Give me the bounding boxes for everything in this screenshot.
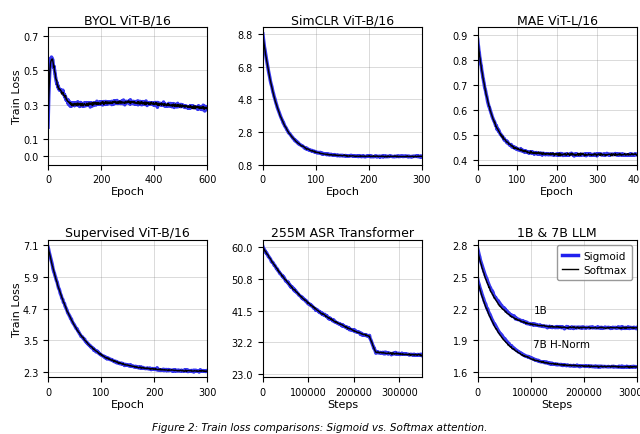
Title: 1B & 7B LLM: 1B & 7B LLM [517,227,597,240]
X-axis label: Epoch: Epoch [111,186,145,196]
Title: SimCLR ViT-B/16: SimCLR ViT-B/16 [291,14,394,27]
Text: 1B: 1B [533,305,547,315]
Title: 255M ASR Transformer: 255M ASR Transformer [271,227,414,240]
Y-axis label: Train Loss: Train Loss [12,69,22,124]
Text: Figure 2: Train loss comparisons: Sigmoid vs. Softmax attention.: Figure 2: Train loss comparisons: Sigmoi… [152,422,488,432]
Title: MAE ViT-L/16: MAE ViT-L/16 [516,14,598,27]
Text: 7B H-Norm: 7B H-Norm [533,339,590,349]
Title: Supervised ViT-B/16: Supervised ViT-B/16 [65,227,190,240]
X-axis label: Steps: Steps [327,399,358,409]
X-axis label: Epoch: Epoch [325,186,360,196]
Y-axis label: Train Loss: Train Loss [12,282,22,336]
Legend: Sigmoid, Softmax: Sigmoid, Softmax [557,246,632,280]
X-axis label: Epoch: Epoch [111,399,145,409]
X-axis label: Epoch: Epoch [540,186,574,196]
X-axis label: Steps: Steps [541,399,573,409]
Title: BYOL ViT-B/16: BYOL ViT-B/16 [84,14,171,27]
